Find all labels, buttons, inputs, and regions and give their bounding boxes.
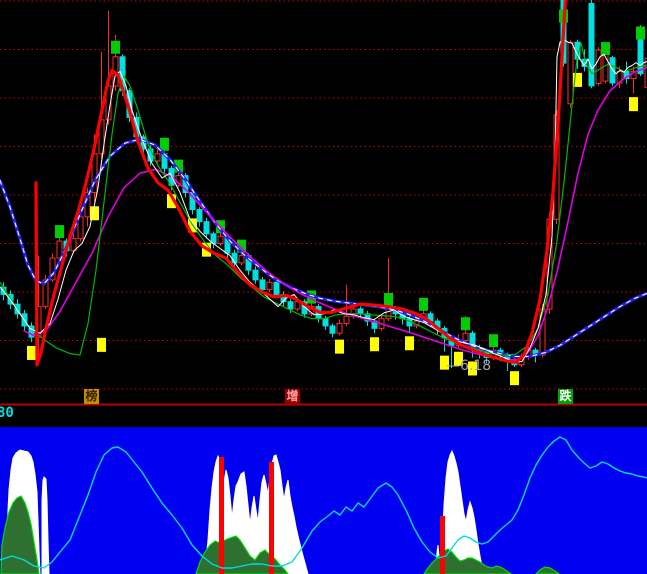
tag-label-zeng: 增 [285,389,300,404]
tag-label-die: 跌 [558,389,573,404]
indicator-subchart[interactable] [0,424,647,574]
axis-partial-label: 80 [0,405,14,421]
tag-label-bang: 榜 [84,389,99,404]
candlestick-chart[interactable] [0,0,647,424]
min-price-annotation: —6.18 [446,358,492,374]
